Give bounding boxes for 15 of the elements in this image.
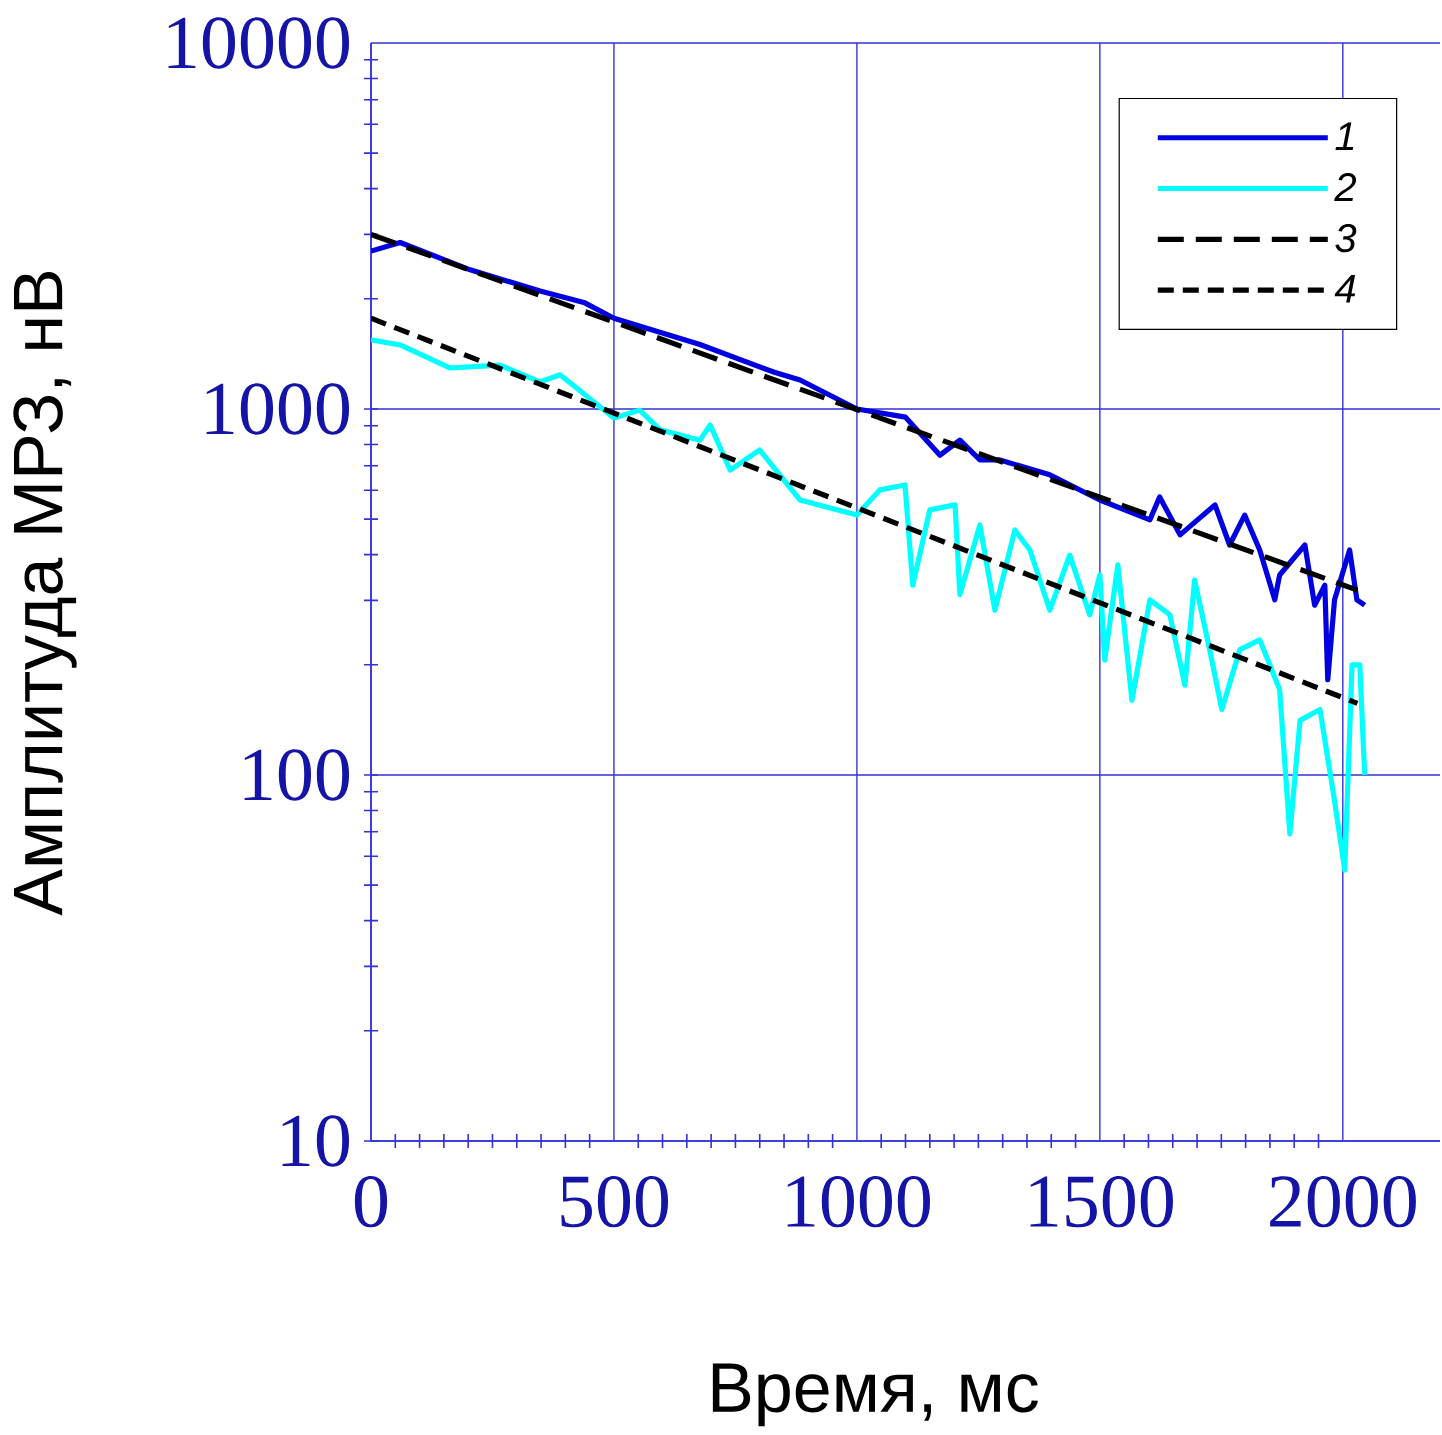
y-tick-label: 1000: [206, 383, 350, 435]
legend-label: 2: [1334, 173, 1357, 201]
legend-label: 3: [1335, 223, 1357, 253]
y-axis-title: Амплитуда МРЗ, нВ: [13, 272, 77, 916]
x-tick-label: 0: [354, 1176, 388, 1228]
legend-label: 1: [1335, 122, 1354, 151]
x-tick-label: 2000: [1270, 1176, 1416, 1228]
x-tick-label: 500: [561, 1176, 669, 1228]
y-tick-label: 100: [244, 749, 350, 801]
y-tick-label: 10: [282, 1115, 350, 1167]
x-tick-label: 1500: [1030, 1176, 1173, 1228]
y-tick-label: 10000: [168, 17, 350, 69]
x-axis-title: Время, мс: [712, 1363, 1038, 1427]
legend-label: 4: [1334, 274, 1356, 303]
x-tick-label: 1000: [787, 1176, 931, 1228]
